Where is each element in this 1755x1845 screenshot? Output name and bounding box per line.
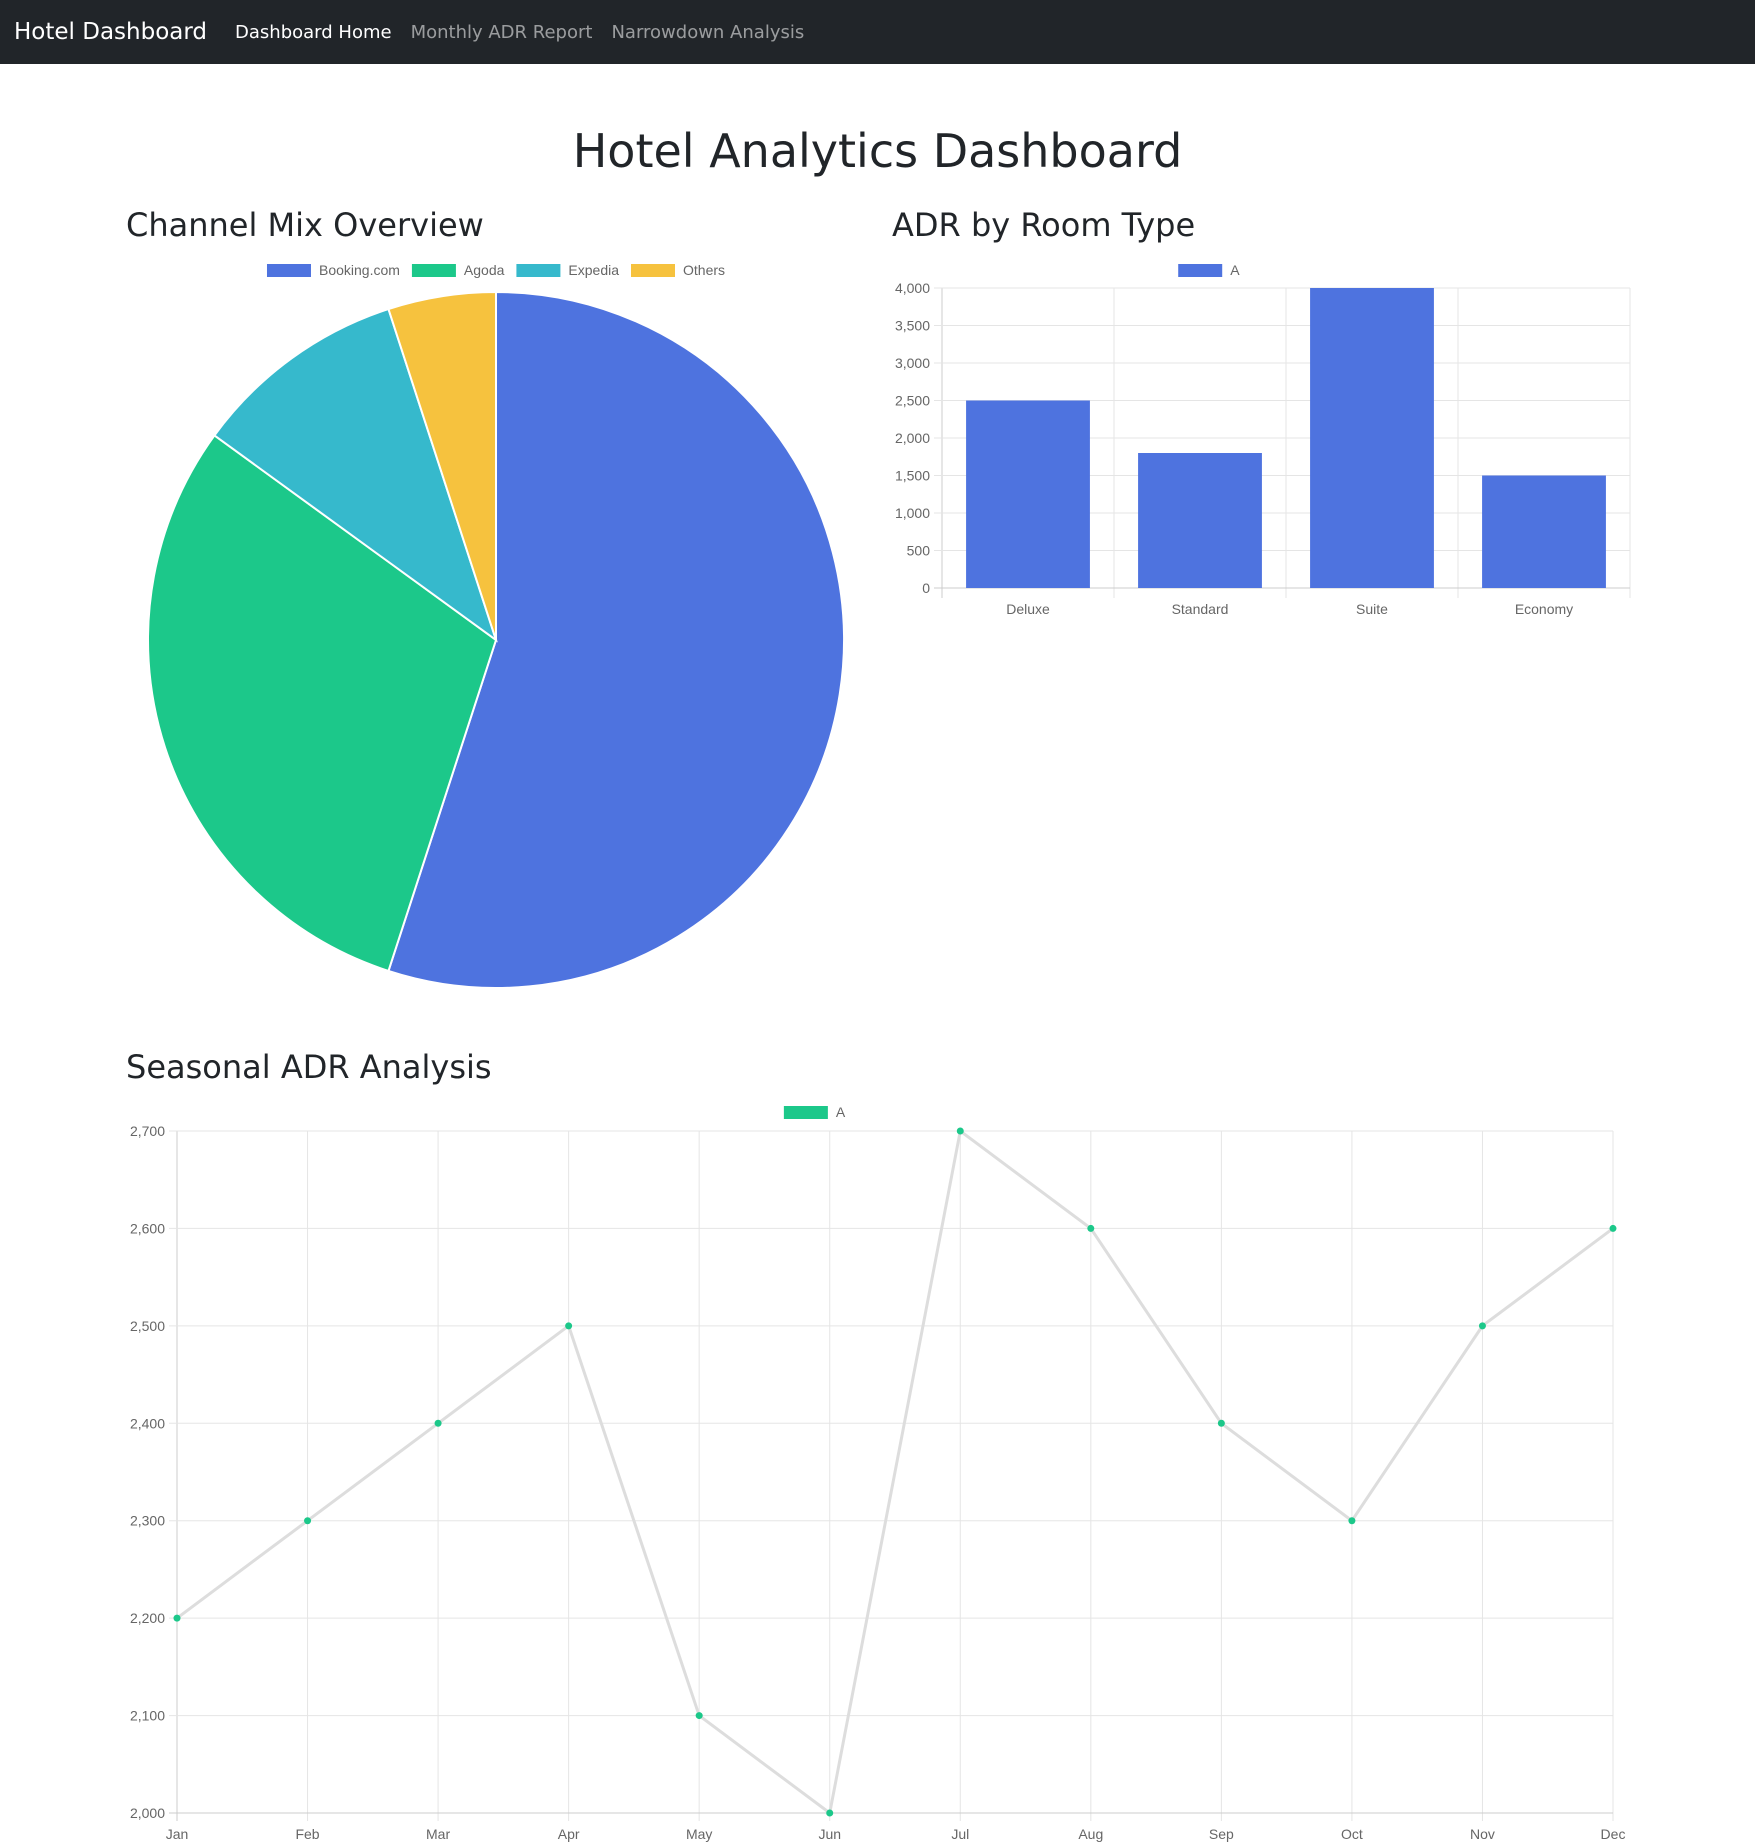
- channel-mix-title: Channel Mix Overview: [126, 206, 484, 244]
- bar-y-tick-label: 3,000: [895, 355, 930, 371]
- line-y-tick-label: 2,700: [130, 1123, 165, 1139]
- pie-slice-booking-com: [387, 290, 845, 989]
- data-point-oct: [1348, 1517, 1356, 1525]
- data-point-aug: [1087, 1224, 1095, 1232]
- nav-link-narrowdown-analysis[interactable]: Narrowdown Analysis: [611, 21, 805, 43]
- navbar-brand[interactable]: Hotel Dashboard: [14, 19, 208, 45]
- legend-label-expedia: Expedia: [568, 262, 619, 278]
- line-y-tick-label: 2,400: [130, 1415, 165, 1431]
- bar-y-tick-label: 2,500: [895, 393, 930, 409]
- data-point-jul: [956, 1127, 964, 1135]
- legend-label-agoda: Agoda: [464, 262, 505, 278]
- line-x-tick-label: Mar: [426, 1826, 450, 1842]
- pie-slice-others: [387, 290, 497, 641]
- line-x-tick-label: Sep: [1209, 1826, 1234, 1842]
- bar-y-tick-label: 0: [922, 580, 930, 596]
- bar-x-tick-label: Deluxe: [1006, 601, 1050, 617]
- bar-y-tick-label: 4,000: [895, 280, 930, 296]
- data-point-apr: [565, 1322, 573, 1330]
- line-x-tick-label: Feb: [295, 1826, 319, 1842]
- bar-suite: [1310, 288, 1434, 588]
- bar-deluxe: [966, 400, 1090, 588]
- data-point-feb: [304, 1517, 312, 1525]
- legend-swatch-average-daily-rate-thb: [1178, 264, 1223, 277]
- bar-y-tick-label: 1,500: [895, 468, 930, 484]
- data-point-mar: [434, 1419, 442, 1427]
- data-point-may: [695, 1712, 703, 1720]
- bar-standard: [1138, 453, 1262, 588]
- legend-swatch-booking-com: [266, 264, 311, 277]
- navbar: Hotel Dashboard Dashboard Home Monthly A…: [0, 0, 1755, 64]
- data-point-jan: [173, 1614, 181, 1622]
- line-x-tick-label: Jun: [818, 1826, 841, 1842]
- line-x-tick-label: Oct: [1341, 1826, 1363, 1842]
- bar-x-tick-label: Standard: [1172, 601, 1229, 617]
- bar-x-tick-label: Suite: [1356, 601, 1388, 617]
- line-y-tick-label: 2,100: [130, 1708, 165, 1724]
- nav-link-dashboard-home[interactable]: Dashboard Home: [235, 21, 392, 43]
- bar-y-tick-label: 3,500: [895, 318, 930, 334]
- adr-room-title: ADR by Room Type: [892, 206, 1196, 244]
- legend-swatch-agoda: [411, 264, 456, 277]
- seasonal-adr-title: Seasonal ADR Analysis: [126, 1048, 492, 1086]
- line-x-tick-label: Nov: [1470, 1826, 1495, 1842]
- line-y-tick-label: 2,500: [130, 1318, 165, 1334]
- legend-label-booking-com: Booking.com: [319, 262, 400, 278]
- adr-room-bar-chart: A 0 500 1,000 1,500 2,000 2,500 3,000 3,500 4,000…: [895, 262, 1631, 617]
- bar-x-tick-label: Economy: [1515, 601, 1573, 617]
- legend-label-others: Others: [683, 262, 725, 278]
- legend-swatch-adr-by-month-thb: [783, 1106, 828, 1119]
- line-y-tick-label: 2,200: [130, 1610, 165, 1626]
- bar-y-tick-label: 1,000: [895, 505, 930, 521]
- legend-swatch-others: [631, 264, 675, 277]
- nav-link-monthly-adr-report[interactable]: Monthly ADR Report: [410, 21, 593, 43]
- pie-slice-expedia: [213, 307, 498, 643]
- data-point-nov: [1478, 1322, 1486, 1330]
- line-x-tick-label: Apr: [558, 1826, 580, 1842]
- legend-swatch-expedia: [516, 264, 561, 277]
- line-x-tick-label: Jan: [166, 1826, 189, 1842]
- line-x-tick-label: Aug: [1078, 1826, 1103, 1842]
- legend-label-adr-by-month-thb: A: [836, 1104, 846, 1120]
- legend-label-average-daily-rate-thb: A: [1230, 262, 1240, 278]
- bar-economy: [1482, 475, 1606, 588]
- line-y-tick-label: 2,600: [130, 1220, 165, 1236]
- data-point-jun: [826, 1809, 834, 1817]
- line-x-tick-label: Dec: [1601, 1826, 1626, 1842]
- series-line-adr-by-month: [176, 1128, 1614, 1816]
- data-point-sep: [1217, 1419, 1225, 1427]
- bar-y-tick-label: 2,000: [895, 430, 930, 446]
- bar-y-tick-label: 500: [907, 543, 931, 559]
- page-title: Hotel Analytics Dashboard: [572, 124, 1183, 178]
- data-point-dec: [1609, 1224, 1617, 1232]
- line-x-tick-label: Jul: [951, 1826, 969, 1842]
- line-y-tick-label: 2,000: [130, 1805, 165, 1821]
- seasonal-adr-line-chart: A 2,000 2,100 2,200 2,300 2,400 2,500 2,600 2,70…: [130, 1104, 1626, 1842]
- pie-slice-agoda: [147, 434, 498, 973]
- channel-mix-pie-chart: Booking.com Agoda Expedia Others: [147, 262, 845, 989]
- line-y-tick-label: 2,300: [130, 1513, 165, 1529]
- line-x-tick-label: May: [686, 1826, 712, 1842]
